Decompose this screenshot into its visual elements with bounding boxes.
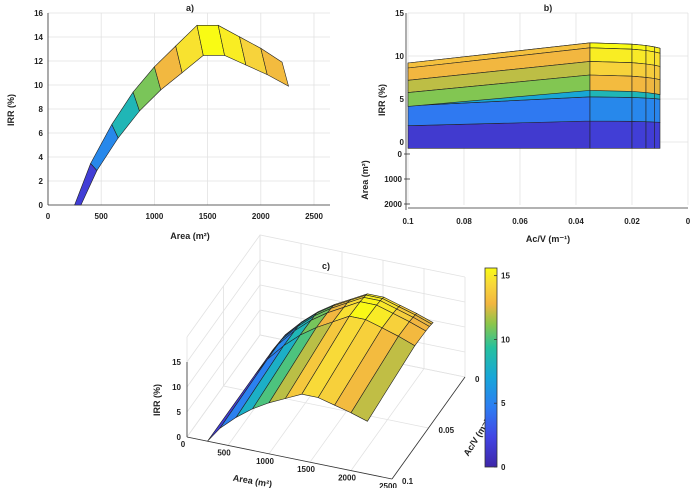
panel-a: a) 0 500 1000 1500 2000 2500 0 2 4 6 8 10 12 14 16 Are… [6, 3, 330, 241]
y-tick-label: 10 [395, 52, 404, 61]
colorbar-tick-label: 15 [501, 272, 510, 281]
surface-face [645, 121, 655, 149]
y-tick-label: 6 [39, 129, 44, 138]
area-tick-label: 2000 [384, 200, 402, 209]
colorbar: 0 5 10 15 [484, 267, 510, 472]
surface-face [350, 335, 416, 422]
surface-face [631, 120, 647, 149]
y-tick-label: 15 [395, 9, 404, 18]
x-tick-label: 500 [217, 448, 231, 457]
x-tick-label: 1500 [297, 465, 315, 474]
x-tick-label: 0.02 [624, 217, 640, 226]
z-tick-label: 10 [172, 383, 181, 392]
y-tick-label: 12 [34, 57, 43, 66]
area-tick-label: 0 [398, 150, 403, 159]
panel-b-zlabel: Area (m²) [360, 160, 370, 200]
surface-face [654, 98, 661, 123]
panel-c-title: c) [322, 261, 330, 271]
x-tick-label: 2000 [338, 474, 356, 483]
x-tick-label: 500 [95, 212, 109, 221]
surface-face [645, 77, 655, 94]
surface-face [654, 51, 661, 67]
y-tick-label: 4 [39, 153, 44, 162]
surface-face [654, 64, 661, 81]
panel-b-xlabel: Ac/V (m⁻¹) [526, 234, 570, 244]
x-tick-label: 0.04 [568, 217, 584, 226]
x-tick-label: 0 [686, 217, 691, 226]
surface-face [631, 62, 647, 78]
x-tick-label: 0.06 [512, 217, 528, 226]
panel-b-title: b) [544, 3, 553, 13]
x-tick-label: 2500 [379, 482, 397, 488]
y-tick-label: 0.1 [402, 477, 414, 486]
area-tick-label: 1000 [384, 175, 402, 184]
panel-c-zlabel: IRR (%) [152, 384, 162, 416]
surface-face [645, 63, 655, 79]
y-tick-label: 2 [39, 177, 44, 186]
surface-face [631, 75, 647, 93]
y-tick-label: 0.05 [439, 426, 455, 435]
surface-face [589, 74, 633, 92]
x-tick-label: 0 [181, 440, 186, 449]
surface-face [589, 96, 633, 122]
y-axis [391, 376, 466, 480]
x-tick-label: 0.1 [402, 217, 414, 226]
x-tick-label: 2500 [305, 212, 323, 221]
surface-face [631, 97, 647, 123]
colorbar-tick-label: 0 [501, 463, 506, 472]
panel-c: c) 0 500 1000 1500 2000 2500 0 0.05 0.1 0 5 10 15 Ar… [152, 234, 510, 488]
x-tick-label: 2000 [252, 212, 270, 221]
x-tick-label: 1000 [256, 457, 274, 466]
panel-b: b) 0.1 0.08 0.06 0.04 0.02 0 0 5 10 15 0 1000 2000 A… [360, 3, 691, 244]
surface-face [654, 121, 661, 149]
y-tick-label: 0 [475, 375, 480, 384]
panel-a-ylabel: IRR (%) [6, 94, 16, 126]
panel-a-xlabel: Area (m²) [170, 231, 210, 241]
colorbar-tick-label: 5 [501, 399, 506, 408]
x-tick-label: 0 [46, 212, 51, 221]
y-tick-label: 5 [400, 95, 405, 104]
colorbar-tick-label: 10 [501, 335, 510, 344]
panel-a-title: a) [186, 3, 194, 13]
x-tick-label: 1000 [146, 212, 164, 221]
surface-face [260, 47, 289, 87]
panel-b-ylabel: IRR (%) [377, 84, 387, 116]
y-tick-label: 0 [400, 138, 405, 147]
y-tick-label: 0 [39, 201, 44, 210]
y-tick-label: 14 [34, 33, 43, 42]
surface-face [589, 120, 633, 149]
x-axis [186, 436, 393, 480]
y-tick-label: 16 [34, 9, 43, 18]
surface-face [74, 162, 98, 206]
surface-face [645, 97, 655, 123]
z-tick-label: 0 [177, 433, 182, 442]
surface-face [645, 50, 655, 66]
colorbar-bar [484, 267, 498, 468]
z-tick-label: 15 [172, 358, 181, 367]
z-tick-label: 5 [177, 408, 182, 417]
y-tick-label: 10 [34, 81, 43, 90]
surface-face [90, 123, 119, 171]
surface-face [654, 78, 661, 95]
surface-face [631, 48, 647, 65]
x-tick-label: 1500 [199, 212, 217, 221]
surface-face [589, 61, 633, 77]
x-tick-label: 0.08 [456, 217, 472, 226]
panel-c-xlabel: Area (m²) [232, 473, 273, 488]
y-tick-label: 8 [39, 105, 44, 114]
surface-face [589, 47, 633, 64]
